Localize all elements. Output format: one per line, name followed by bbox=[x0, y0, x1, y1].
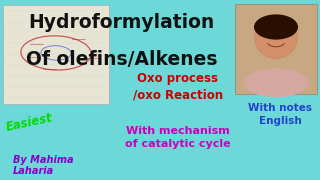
Ellipse shape bbox=[254, 14, 298, 40]
Text: With mechanism
of catalytic cycle: With mechanism of catalytic cycle bbox=[125, 126, 230, 149]
Text: By Mahima
Laharia: By Mahima Laharia bbox=[13, 155, 73, 176]
Text: Hydroformylation: Hydroformylation bbox=[28, 13, 215, 32]
Ellipse shape bbox=[244, 68, 308, 97]
Text: With notes
English: With notes English bbox=[248, 103, 312, 126]
Ellipse shape bbox=[282, 32, 286, 36]
FancyBboxPatch shape bbox=[3, 5, 109, 104]
Text: Oxo process
/oxo Reaction: Oxo process /oxo Reaction bbox=[132, 72, 223, 102]
FancyBboxPatch shape bbox=[235, 4, 317, 94]
Ellipse shape bbox=[255, 17, 297, 58]
Text: Of olefins/Alkenes: Of olefins/Alkenes bbox=[26, 50, 217, 69]
Text: Easiest: Easiest bbox=[4, 111, 53, 134]
Ellipse shape bbox=[266, 32, 270, 36]
